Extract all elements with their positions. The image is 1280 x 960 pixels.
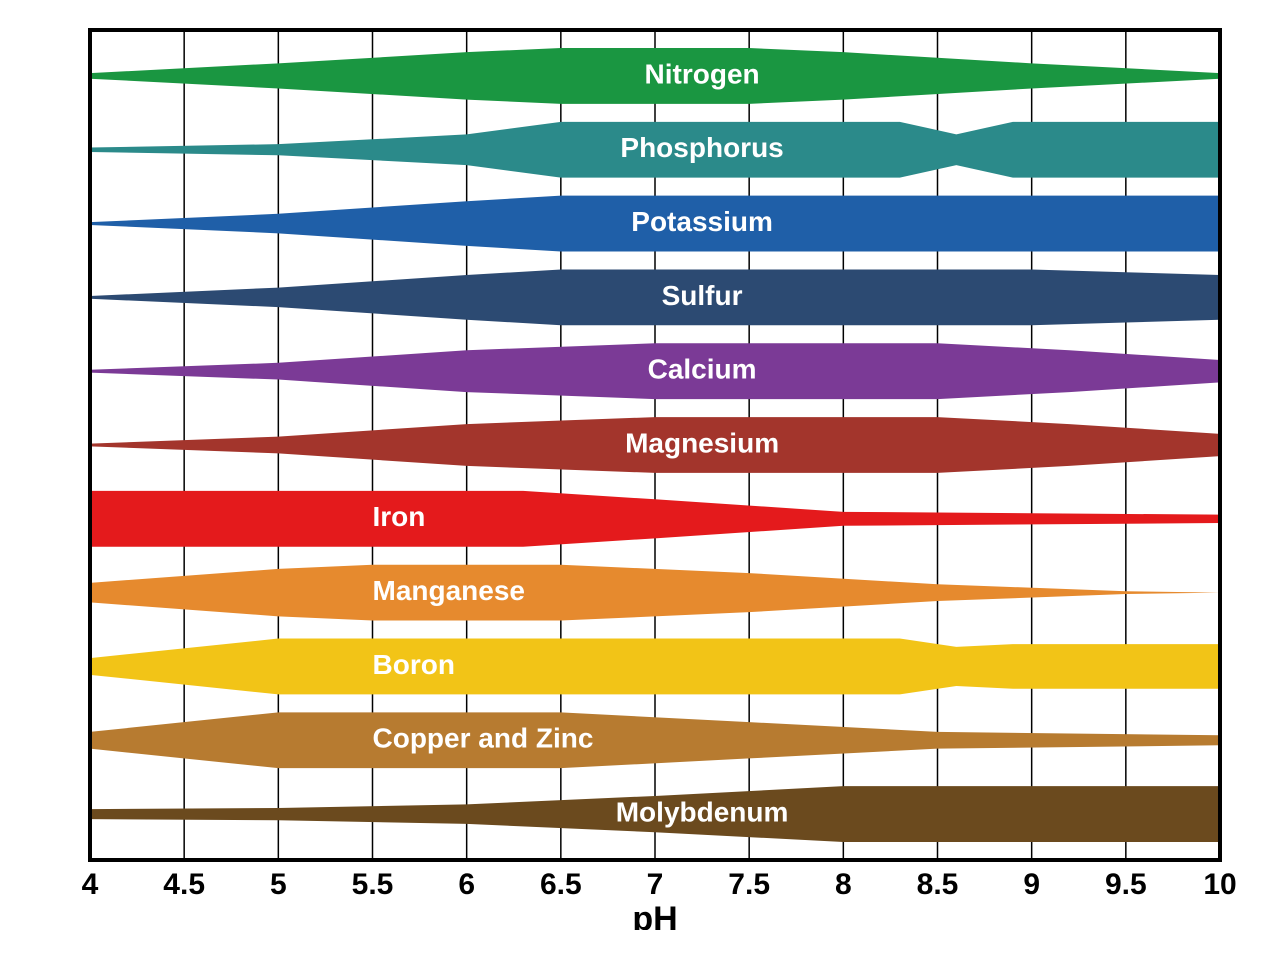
nutrient-label: Phosphorus [620, 132, 783, 163]
x-axis-title: pH [632, 900, 677, 930]
nutrient-label: Manganese [373, 575, 526, 606]
x-tick-label: 6.5 [540, 868, 582, 901]
x-tick-label: 7 [647, 868, 664, 901]
x-tick-label: 7.5 [728, 868, 770, 901]
nutrient-label: Copper and Zinc [373, 723, 594, 754]
nutrient-label: Magnesium [625, 427, 779, 458]
nutrient-label: Nitrogen [645, 58, 760, 89]
nutrient-label: Calcium [648, 354, 757, 385]
chart-wrapper: Nitrogen Phosphorus Potassium Sulfur Calcium… [0, 0, 1280, 960]
nutrient-label: Boron [373, 649, 455, 680]
x-tick-label: 8.5 [917, 868, 959, 901]
nutrient-band-boron [90, 639, 1220, 695]
x-tick-label: 4 [82, 868, 99, 901]
nutrient-label: Molybdenum [616, 796, 789, 827]
x-tick-label: 9.5 [1105, 868, 1147, 901]
x-tick-label: 10 [1203, 868, 1236, 901]
nutrient-label: Sulfur [662, 280, 743, 311]
nutrient-label: Potassium [631, 206, 773, 237]
nutrient-ph-chart: Nitrogen Phosphorus Potassium Sulfur Calcium… [30, 20, 1250, 930]
x-tick-label: 6 [458, 868, 475, 901]
nutrient-label: Iron [373, 501, 426, 532]
x-tick-label: 8 [835, 868, 852, 901]
x-tick-label: 5 [270, 868, 287, 901]
x-tick-label: 9 [1023, 868, 1040, 901]
x-tick-label: 4.5 [163, 868, 205, 901]
x-tick-label: 5.5 [352, 868, 394, 901]
